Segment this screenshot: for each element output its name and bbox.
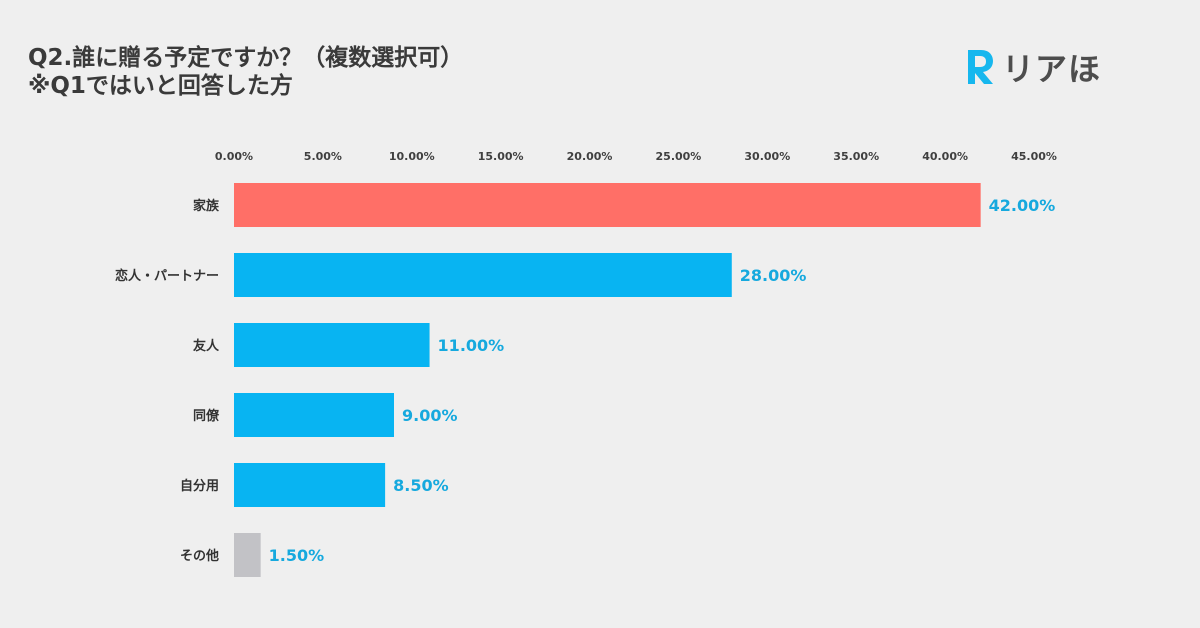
category-label: 友人 [193,338,220,354]
x-tick-label: 30.00% [744,150,790,163]
bar [234,323,430,367]
x-tick-label: 35.00% [833,150,879,163]
chart-title: Q2.誰に贈る予定ですか？（複数選択可） ※Q1ではいと回答した方 [28,44,463,100]
x-tick-label: 20.00% [567,150,613,163]
x-tick-label: 40.00% [922,150,968,163]
bar [234,183,981,227]
title-line-1: Q2.誰に贈る予定ですか？（複数選択可） [28,45,464,71]
bar [234,533,261,577]
category-label: 自分用 [180,478,219,494]
data-label: 11.00% [438,336,505,355]
x-tick-label: 45.00% [1011,150,1057,163]
bar [234,393,394,437]
r-letter-logo-icon [968,50,993,84]
data-label: 28.00% [740,266,807,285]
x-tick-label: 25.00% [656,150,702,163]
bar [234,253,732,297]
data-label: 8.50% [393,476,449,495]
category-label: 家族 [193,198,220,214]
logo-text: リアほ [1002,50,1102,88]
data-label: 9.00% [402,406,458,425]
bar [234,463,386,507]
data-label: 42.00% [989,196,1056,215]
title-line-2: ※Q1ではいと回答した方 [28,73,293,100]
data-label: 1.50% [269,546,325,565]
x-tick-label: 0.00% [215,150,253,163]
x-tick-label: 10.00% [389,150,435,163]
category-label: 同僚 [193,408,220,424]
x-tick-label: 15.00% [478,150,524,163]
category-label: 恋人・パートナー [115,268,219,284]
category-label: その他 [180,548,219,564]
brand-logo: リアほ [962,44,1101,90]
x-tick-label: 5.00% [304,150,342,163]
